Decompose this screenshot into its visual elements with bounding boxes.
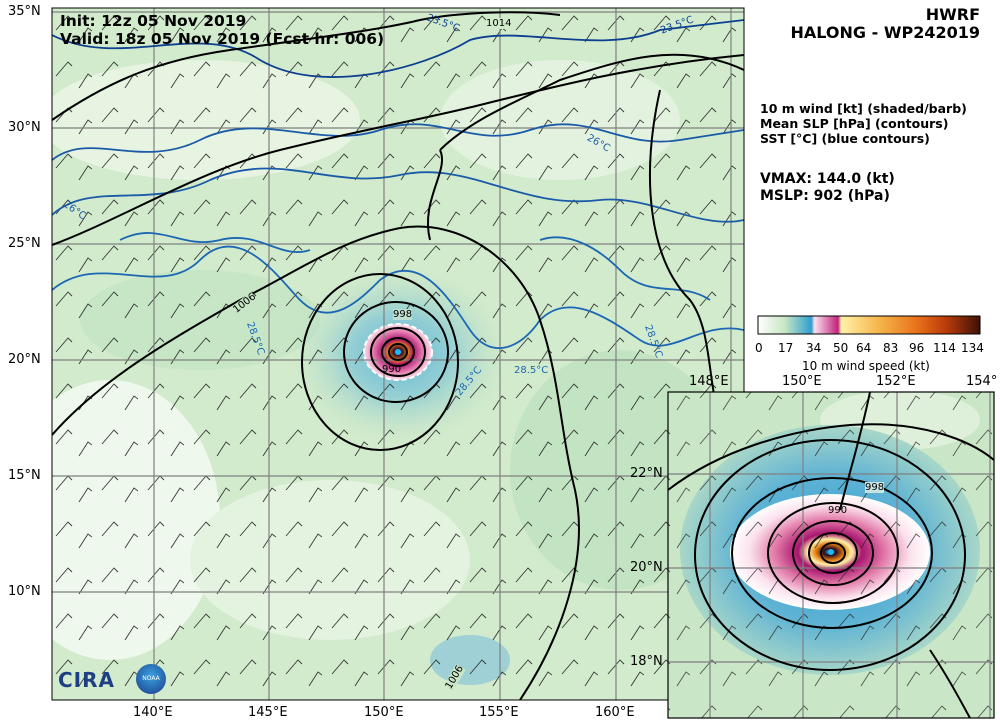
cira-logo: CIRA bbox=[58, 668, 115, 692]
slp-label: 1014 bbox=[486, 18, 512, 29]
inset-slp-label: 998 bbox=[865, 482, 885, 493]
cb-tick: 34 bbox=[806, 341, 822, 355]
cb-tick: 64 bbox=[856, 341, 872, 355]
lon-label: 140°E bbox=[133, 705, 173, 720]
model-name: HWRF bbox=[925, 5, 980, 24]
inset-gridlines bbox=[668, 392, 994, 718]
cb-tick: 50 bbox=[833, 341, 849, 355]
inset-lat-label: 20°N bbox=[630, 560, 663, 575]
sst-label: 28.5°C bbox=[514, 365, 549, 376]
storm-eye-main bbox=[395, 349, 401, 355]
main-gridlines bbox=[52, 8, 744, 700]
lon-label: 155°E bbox=[479, 705, 519, 720]
inset-map-frame bbox=[667, 391, 995, 719]
lat-label: 30°N bbox=[8, 120, 41, 135]
cb-tick: 0 bbox=[755, 341, 763, 355]
legend-wind: 10 m wind [kt] (shaded/barb) bbox=[760, 101, 967, 116]
legend-slp: Mean SLP [hPa] (contours) bbox=[760, 116, 949, 131]
mslp-value: MSLP: 902 (hPa) bbox=[760, 188, 890, 204]
lat-label: 10°N bbox=[8, 584, 41, 599]
legend-sst: SST [°C] (blue contours) bbox=[760, 131, 930, 146]
cb-tick: 114 bbox=[933, 341, 956, 355]
lat-label: 15°N bbox=[8, 468, 41, 483]
lat-label: 25°N bbox=[8, 236, 41, 251]
slp-label: 998 bbox=[393, 309, 413, 320]
cb-tick: 17 bbox=[778, 341, 794, 355]
inset-slp-contours bbox=[668, 392, 994, 718]
slp-label: 990 bbox=[382, 364, 402, 375]
vmax-value: VMAX: 144.0 (kt) bbox=[760, 171, 895, 187]
cb-tick: 96 bbox=[909, 341, 925, 355]
inset-lon-label: 150°E bbox=[782, 374, 822, 389]
colorbar-label: 10 m wind speed (kt) bbox=[802, 359, 930, 373]
valid-time: Valid: 18z 05 Nov 2019 (Fcst hr: 006) bbox=[60, 30, 385, 48]
cb-tick: 134 bbox=[961, 341, 984, 355]
lon-label: 150°E bbox=[364, 705, 404, 720]
inset-slp-label: 990 bbox=[828, 505, 848, 516]
storm-eye-inset bbox=[828, 549, 834, 555]
sst-contours bbox=[52, 19, 744, 349]
main-map bbox=[52, 8, 744, 700]
init-time: Init: 12z 05 Nov 2019 bbox=[60, 12, 247, 30]
colorbar bbox=[757, 315, 981, 335]
lon-label: 160°E bbox=[595, 705, 635, 720]
cb-tick: 83 bbox=[883, 341, 899, 355]
storm-name: HALONG - WP242019 bbox=[790, 23, 980, 42]
inset-lon-label: 152°E bbox=[876, 374, 916, 389]
inset-lon-label: 154° bbox=[966, 374, 998, 389]
inset-lat-label: 22°N bbox=[630, 466, 663, 481]
slp-contours bbox=[52, 11, 744, 700]
lat-label: 20°N bbox=[8, 352, 41, 367]
main-map-frame bbox=[51, 7, 745, 701]
noaa-logo: NOAA bbox=[136, 664, 166, 694]
inset-lat-label: 18°N bbox=[630, 654, 663, 669]
lat-label: 35°N bbox=[8, 4, 41, 19]
inset-map bbox=[668, 392, 994, 718]
inset-lon-label: 148°E bbox=[689, 374, 729, 389]
lon-label: 145°E bbox=[248, 705, 288, 720]
